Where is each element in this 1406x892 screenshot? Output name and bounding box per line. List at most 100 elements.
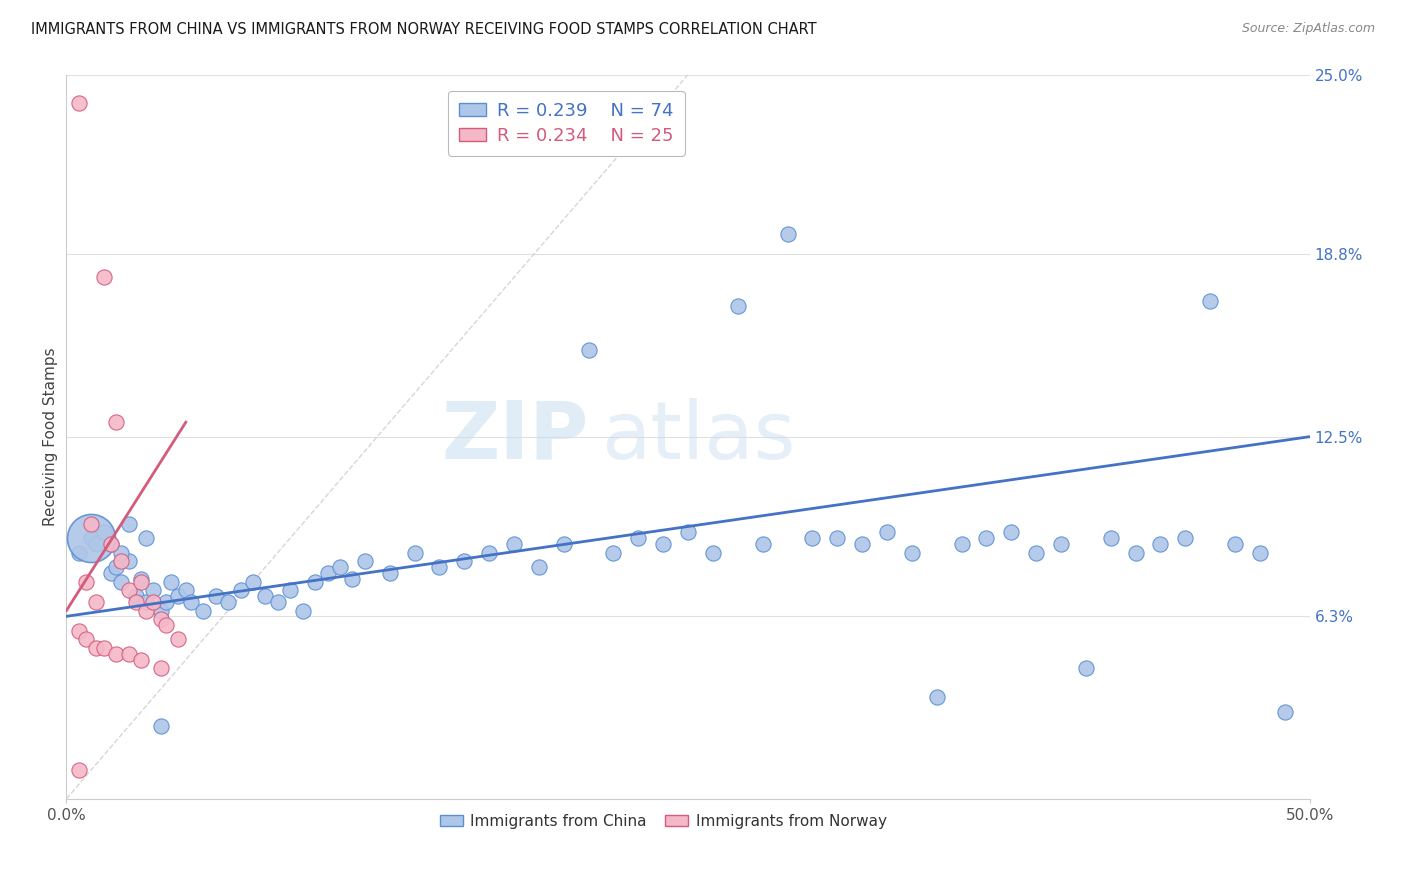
Point	[105, 415, 128, 429]
Point	[776, 227, 799, 241]
Point	[1050, 537, 1073, 551]
Point	[404, 545, 426, 559]
Point	[278, 583, 301, 598]
Point	[478, 545, 501, 559]
Point	[801, 531, 824, 545]
Point	[155, 618, 177, 632]
Point	[254, 589, 277, 603]
Point	[100, 537, 122, 551]
Point	[825, 531, 848, 545]
Point	[304, 574, 326, 589]
Point	[125, 595, 148, 609]
Point	[110, 574, 132, 589]
Text: IMMIGRANTS FROM CHINA VS IMMIGRANTS FROM NORWAY RECEIVING FOOD STAMPS CORRELATIO: IMMIGRANTS FROM CHINA VS IMMIGRANTS FROM…	[31, 22, 817, 37]
Point	[1199, 293, 1222, 308]
Point	[80, 531, 103, 545]
Point	[602, 545, 624, 559]
Point	[125, 589, 148, 603]
Point	[100, 566, 122, 580]
Point	[149, 603, 172, 617]
Point	[129, 574, 152, 589]
Point	[155, 595, 177, 609]
Point	[204, 589, 226, 603]
Point	[75, 632, 97, 647]
Point	[751, 537, 773, 551]
Y-axis label: Receiving Food Stamps: Receiving Food Stamps	[44, 347, 58, 526]
Point	[67, 96, 90, 111]
Point	[1025, 545, 1047, 559]
Point	[167, 632, 190, 647]
Point	[110, 545, 132, 559]
Point	[578, 343, 600, 357]
Point	[429, 560, 451, 574]
Point	[267, 595, 290, 609]
Point	[702, 545, 724, 559]
Point	[149, 612, 172, 626]
Point	[167, 589, 190, 603]
Point	[75, 574, 97, 589]
Point	[93, 270, 115, 285]
Point	[117, 554, 139, 568]
Point	[1074, 661, 1097, 675]
Legend: Immigrants from China, Immigrants from Norway: Immigrants from China, Immigrants from N…	[433, 807, 893, 835]
Point	[676, 525, 699, 540]
Point	[67, 624, 90, 638]
Point	[117, 647, 139, 661]
Point	[1223, 537, 1246, 551]
Point	[627, 531, 650, 545]
Point	[652, 537, 675, 551]
Point	[105, 560, 128, 574]
Point	[135, 595, 157, 609]
Point	[84, 537, 107, 551]
Point	[117, 583, 139, 598]
Point	[135, 603, 157, 617]
Point	[503, 537, 526, 551]
Point	[93, 525, 115, 540]
Point	[353, 554, 375, 568]
Point	[1125, 545, 1147, 559]
Point	[950, 537, 973, 551]
Point	[527, 560, 550, 574]
Point	[727, 299, 749, 313]
Point	[110, 554, 132, 568]
Point	[901, 545, 924, 559]
Point	[100, 537, 122, 551]
Point	[149, 719, 172, 733]
Point	[229, 583, 252, 598]
Point	[329, 560, 352, 574]
Point	[976, 531, 998, 545]
Point	[316, 566, 339, 580]
Point	[876, 525, 898, 540]
Point	[105, 647, 128, 661]
Point	[291, 603, 314, 617]
Point	[1000, 525, 1022, 540]
Point	[180, 595, 202, 609]
Point	[84, 595, 107, 609]
Point	[149, 661, 172, 675]
Point	[1249, 545, 1271, 559]
Point	[135, 531, 157, 545]
Point	[193, 603, 215, 617]
Point	[67, 545, 90, 559]
Text: ZIP: ZIP	[441, 398, 589, 475]
Point	[129, 653, 152, 667]
Point	[84, 641, 107, 656]
Point	[80, 531, 103, 545]
Point	[142, 595, 165, 609]
Point	[1174, 531, 1197, 545]
Point	[1274, 705, 1296, 719]
Point	[93, 641, 115, 656]
Point	[1099, 531, 1122, 545]
Point	[378, 566, 401, 580]
Point	[1149, 537, 1171, 551]
Point	[142, 583, 165, 598]
Point	[851, 537, 873, 551]
Point	[67, 763, 90, 777]
Text: atlas: atlas	[600, 398, 796, 475]
Text: Source: ZipAtlas.com: Source: ZipAtlas.com	[1241, 22, 1375, 36]
Point	[242, 574, 264, 589]
Point	[117, 516, 139, 531]
Point	[217, 595, 239, 609]
Point	[174, 583, 197, 598]
Point	[453, 554, 475, 568]
